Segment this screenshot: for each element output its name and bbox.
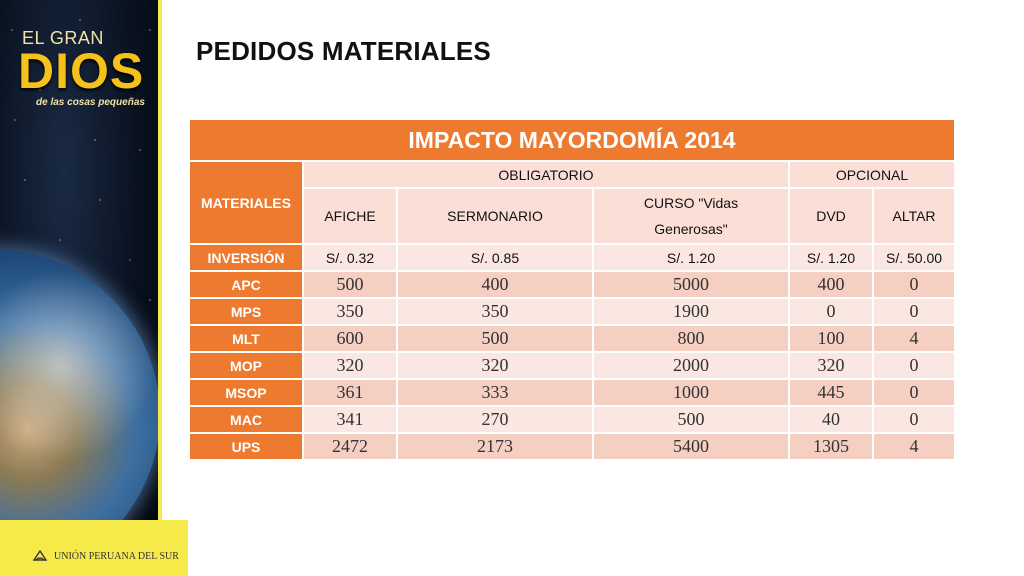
table-cell: 350	[396, 297, 594, 326]
group-obligatorio: OBLIGATORIO	[302, 160, 790, 189]
logo-line1: EL GRAN	[22, 28, 104, 48]
materials-header: MATERIALES	[188, 160, 304, 245]
table-cell: 1305	[788, 432, 874, 461]
table-cell: 2000	[592, 351, 790, 380]
row-label: MLT	[188, 324, 304, 353]
orders-table: IMPACTO MAYORDOMÍA 2014 MATERIALES OBLIG…	[187, 118, 957, 461]
table-cell: 320	[396, 351, 594, 380]
row-label: MAC	[188, 405, 304, 434]
table-cell: S/. 0.85	[396, 243, 594, 272]
table-cell: 320	[788, 351, 874, 380]
adventist-logo-icon	[32, 548, 48, 564]
table-cell: 0	[788, 297, 874, 326]
table-cell: S/. 1.20	[592, 243, 790, 272]
group-opcional: OPCIONAL	[787, 160, 957, 189]
column-header: ALTAR	[871, 187, 957, 245]
table-cell: 2173	[396, 432, 594, 461]
table-cell: 0	[871, 405, 957, 434]
side-banner: EL GRAN DIOS de las cosas pequeñas	[0, 0, 158, 576]
table-cell: 5000	[592, 270, 790, 299]
table-row: MOP 320 320 2000 320 0	[188, 351, 957, 380]
table-cell: S/. 1.20	[788, 243, 874, 272]
table-cell: 361	[302, 378, 398, 407]
logo-line3: de las cosas pequeñas	[36, 97, 145, 108]
row-label: UPS	[188, 432, 304, 461]
table-cell: 0	[871, 378, 957, 407]
footer-band	[0, 520, 188, 576]
table-cell: 400	[396, 270, 594, 299]
table-cell: 4	[871, 432, 957, 461]
table-cell: S/. 0.32	[302, 243, 398, 272]
table-row: MPS 350 350 1900 0 0	[188, 297, 957, 326]
column-header: CURSO "Vidas Generosas"	[592, 187, 790, 245]
table-cell: 0	[871, 270, 957, 299]
table-row: APC 500 400 5000 400 0	[188, 270, 957, 299]
row-label: APC	[188, 270, 304, 299]
yellow-divider	[158, 0, 162, 576]
table-heading: IMPACTO MAYORDOMÍA 2014	[187, 118, 957, 162]
table-cell: 350	[302, 297, 398, 326]
table-cell: 100	[788, 324, 874, 353]
column-header: AFICHE	[302, 187, 398, 245]
table-row: MLT 600 500 800 100 4	[188, 324, 957, 353]
footer-org-label: UNIÓN PERUANA DEL SUR	[54, 550, 179, 562]
table-cell: 0	[871, 297, 957, 326]
table-row: MSOP 361 333 1000 445 0	[188, 378, 957, 407]
page-title: PEDIDOS MATERIALES	[196, 36, 491, 66]
table-cell: 40	[788, 405, 874, 434]
logo-line2: DIOS	[18, 43, 145, 99]
table-cell: 2472	[302, 432, 398, 461]
table-cell: 500	[592, 405, 790, 434]
table-cell: 445	[788, 378, 874, 407]
table-cell: 400	[788, 270, 874, 299]
column-header: SERMONARIO	[396, 187, 594, 245]
table-cell: 800	[592, 324, 790, 353]
table-cell: 1900	[592, 297, 790, 326]
table-row: UPS 2472 2173 5400 1305 4	[188, 432, 957, 461]
table-cell: 270	[396, 405, 594, 434]
table-cell: 1000	[592, 378, 790, 407]
table-cell: 4	[871, 324, 957, 353]
row-label: MPS	[188, 297, 304, 326]
table-cell: 500	[302, 270, 398, 299]
investment-label: INVERSIÓN	[188, 243, 304, 272]
row-label: MSOP	[188, 378, 304, 407]
table-cell: 0	[871, 351, 957, 380]
table-cell: 341	[302, 405, 398, 434]
table-cell: 600	[302, 324, 398, 353]
column-header: DVD	[788, 187, 874, 245]
investment-row: INVERSIÓN S/. 0.32 S/. 0.85 S/. 1.20 S/.…	[188, 243, 957, 272]
table-cell: S/. 50.00	[871, 243, 957, 272]
table-cell: 333	[396, 378, 594, 407]
row-label: MOP	[188, 351, 304, 380]
table-row: MAC 341 270 500 40 0	[188, 405, 957, 434]
table-cell: 320	[302, 351, 398, 380]
footer-org: UNIÓN PERUANA DEL SUR	[32, 548, 179, 564]
table-cell: 5400	[592, 432, 790, 461]
table-cell: 500	[396, 324, 594, 353]
